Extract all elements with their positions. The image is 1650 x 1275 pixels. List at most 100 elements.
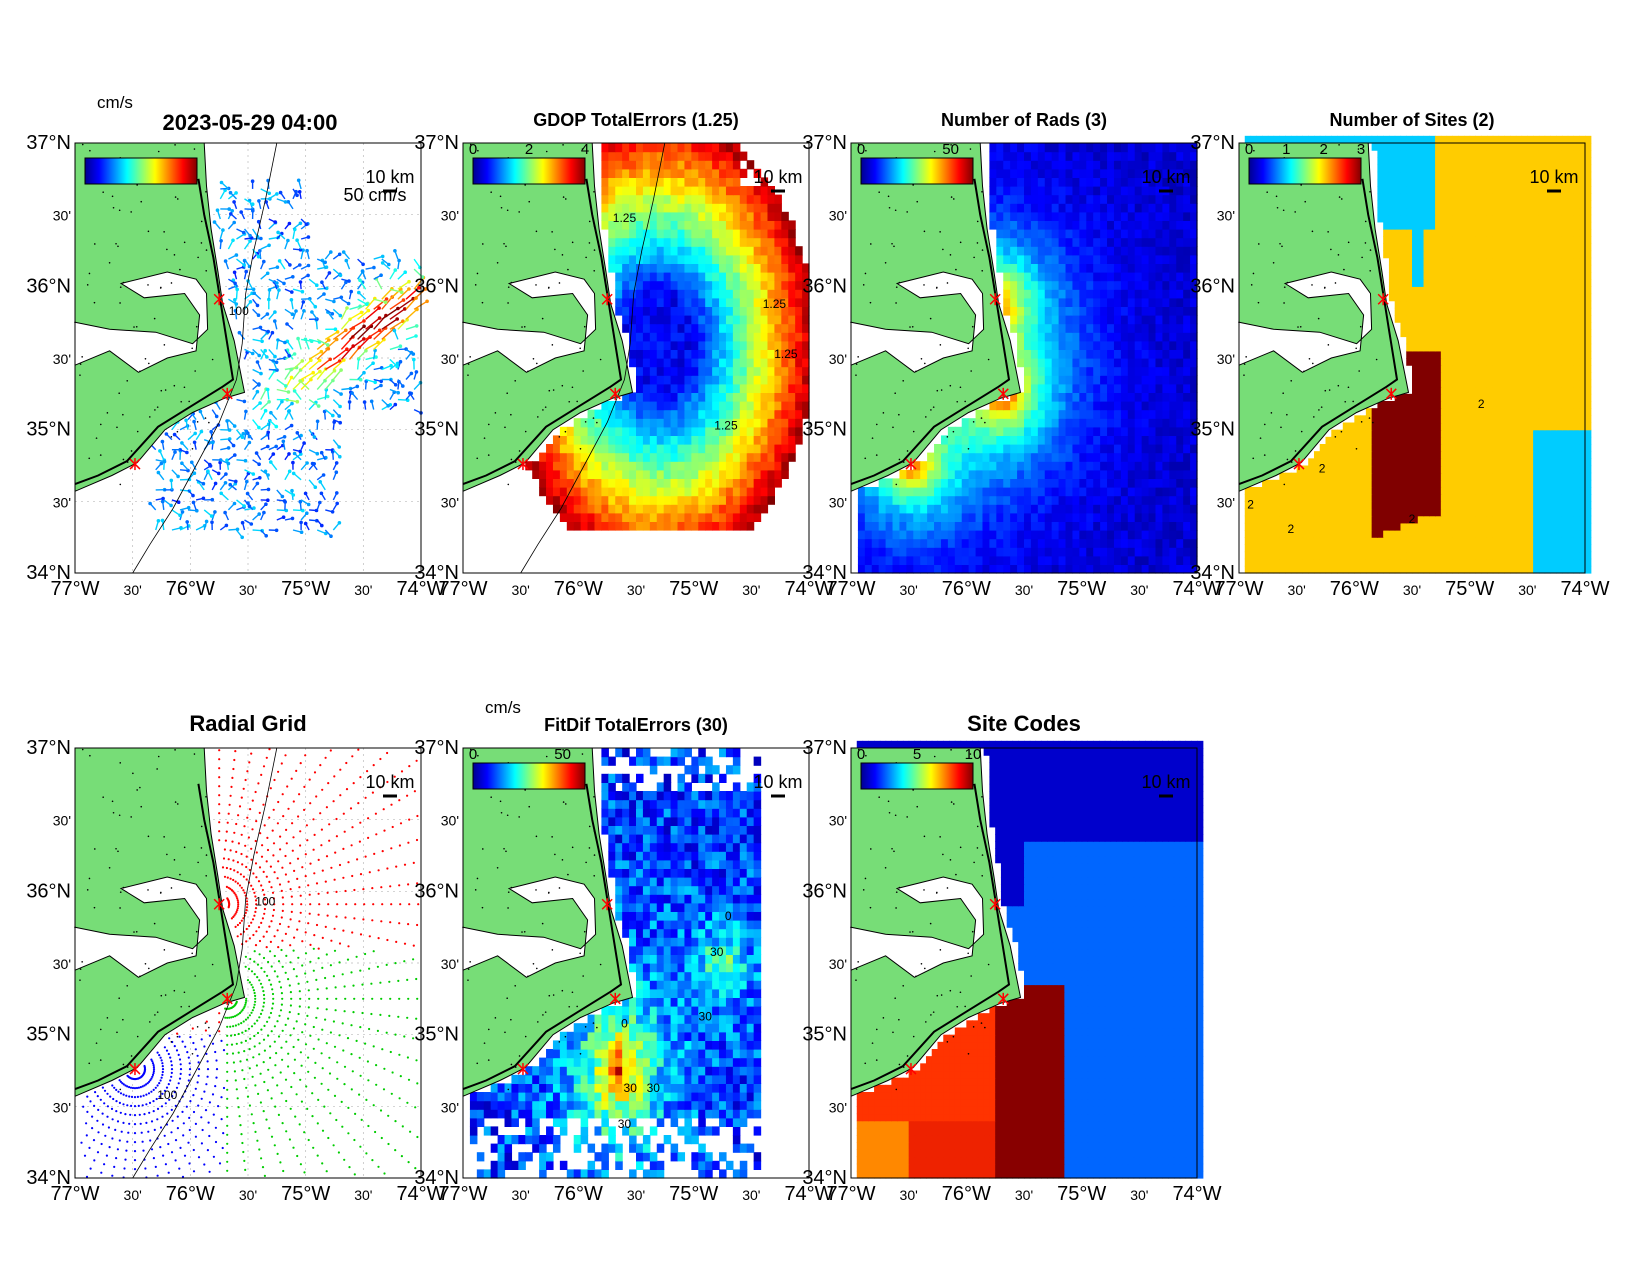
data-cell: [1113, 444, 1122, 454]
current-vector-head: [199, 429, 204, 434]
data-cell: [1072, 263, 1080, 273]
data-cell: [1141, 452, 1150, 462]
data-cell: [1273, 501, 1280, 510]
current-vector: [324, 331, 338, 340]
data-cell: [1058, 332, 1067, 342]
data-cell: [1010, 418, 1018, 428]
data-cell: [1250, 565, 1257, 574]
coast-dot: [894, 392, 896, 395]
coast-dot: [568, 400, 571, 403]
data-cell: [802, 358, 810, 368]
data-cell: [1354, 551, 1361, 560]
data-cell: [691, 478, 699, 488]
data-cell: [649, 323, 658, 333]
coast-dot: [496, 261, 499, 264]
data-cell: [1337, 530, 1344, 538]
coast-dot: [911, 326, 914, 328]
data-cell: [1463, 565, 1471, 574]
data-cell: [1394, 551, 1402, 560]
data-cell: [1176, 392, 1184, 402]
data-cell: [1065, 444, 1074, 454]
data-cell: [636, 435, 644, 445]
data-cell: [1190, 211, 1198, 221]
data-cell: [1100, 289, 1108, 299]
data-cell: [878, 487, 887, 497]
data-cell: [927, 452, 935, 462]
data-cell: [1037, 555, 1046, 565]
data-cell: [573, 426, 582, 436]
data-cell: [1412, 565, 1419, 574]
data-cell: [649, 358, 658, 368]
data-cell: [1058, 272, 1067, 282]
data-cell: [1030, 444, 1039, 454]
data-cell: [1377, 551, 1384, 560]
data-cell: [719, 177, 727, 187]
data-cell: [1086, 530, 1094, 540]
current-vector: [324, 380, 334, 390]
data-cell: [1017, 160, 1025, 170]
data-cell: [968, 469, 977, 479]
data-cell: [1492, 515, 1500, 524]
data-cell: [1030, 332, 1039, 342]
data-cell: [1107, 444, 1115, 454]
data-cell: [1148, 409, 1157, 419]
data-cell: [864, 512, 873, 522]
current-vector-head: [291, 275, 295, 279]
data-cell: [1010, 530, 1018, 540]
data-cell: [1169, 237, 1177, 247]
data-cell: [760, 186, 769, 196]
data-cell: [732, 186, 741, 196]
current-vector-head: [233, 298, 237, 302]
data-cell: [1037, 177, 1046, 187]
current-vector-head: [286, 390, 291, 394]
data-cell: [989, 547, 997, 557]
data-cell: [1037, 444, 1046, 454]
coast-dot: [153, 317, 156, 320]
current-vector-head: [301, 300, 306, 304]
data-cell: [1190, 168, 1198, 178]
lon-tick-label: 75°W: [669, 578, 718, 600]
data-cell: [1190, 332, 1198, 342]
data-cell: [954, 530, 963, 540]
data-cell: [1072, 547, 1080, 557]
colorbar-tick: 50: [942, 141, 959, 158]
data-cell: [532, 461, 540, 471]
data-cell: [1024, 332, 1032, 342]
data-cell: [608, 487, 616, 497]
data-cell: [1550, 565, 1557, 574]
data-cell: [961, 512, 970, 522]
data-cell: [1051, 332, 1060, 342]
data-cell: [1446, 522, 1453, 531]
data-cell: [1058, 289, 1067, 299]
data-cell: [649, 237, 658, 247]
data-cell: [1086, 487, 1094, 497]
coast-dot: [205, 225, 208, 227]
data-cell: [802, 263, 810, 273]
data-cell: [1086, 461, 1094, 471]
data-cell: [1107, 306, 1115, 316]
data-cell: [712, 521, 720, 531]
data-cell: [1155, 478, 1163, 488]
data-cell: [622, 186, 630, 196]
data-cell: [1325, 565, 1332, 574]
data-cell: [608, 254, 616, 264]
data-cell: [1127, 392, 1136, 402]
data-cell: [753, 375, 762, 385]
data-cell: [712, 461, 720, 471]
data-cell: [677, 375, 686, 385]
data-cell: [1141, 340, 1150, 350]
data-cell: [1079, 478, 1087, 488]
coast-dot: [969, 148, 972, 150]
current-vector-head: [305, 461, 309, 465]
data-cell: [1003, 297, 1011, 307]
data-cell: [1141, 306, 1150, 316]
data-cell: [1010, 246, 1018, 256]
data-cell: [1406, 558, 1413, 567]
current-vector: [349, 338, 365, 350]
data-cell: [1567, 515, 1575, 524]
data-cell: [1440, 558, 1448, 567]
data-cell: [1017, 229, 1025, 239]
scale-label: 10 km: [1141, 167, 1190, 187]
data-cell: [1190, 160, 1198, 170]
data-cell: [1325, 508, 1332, 517]
